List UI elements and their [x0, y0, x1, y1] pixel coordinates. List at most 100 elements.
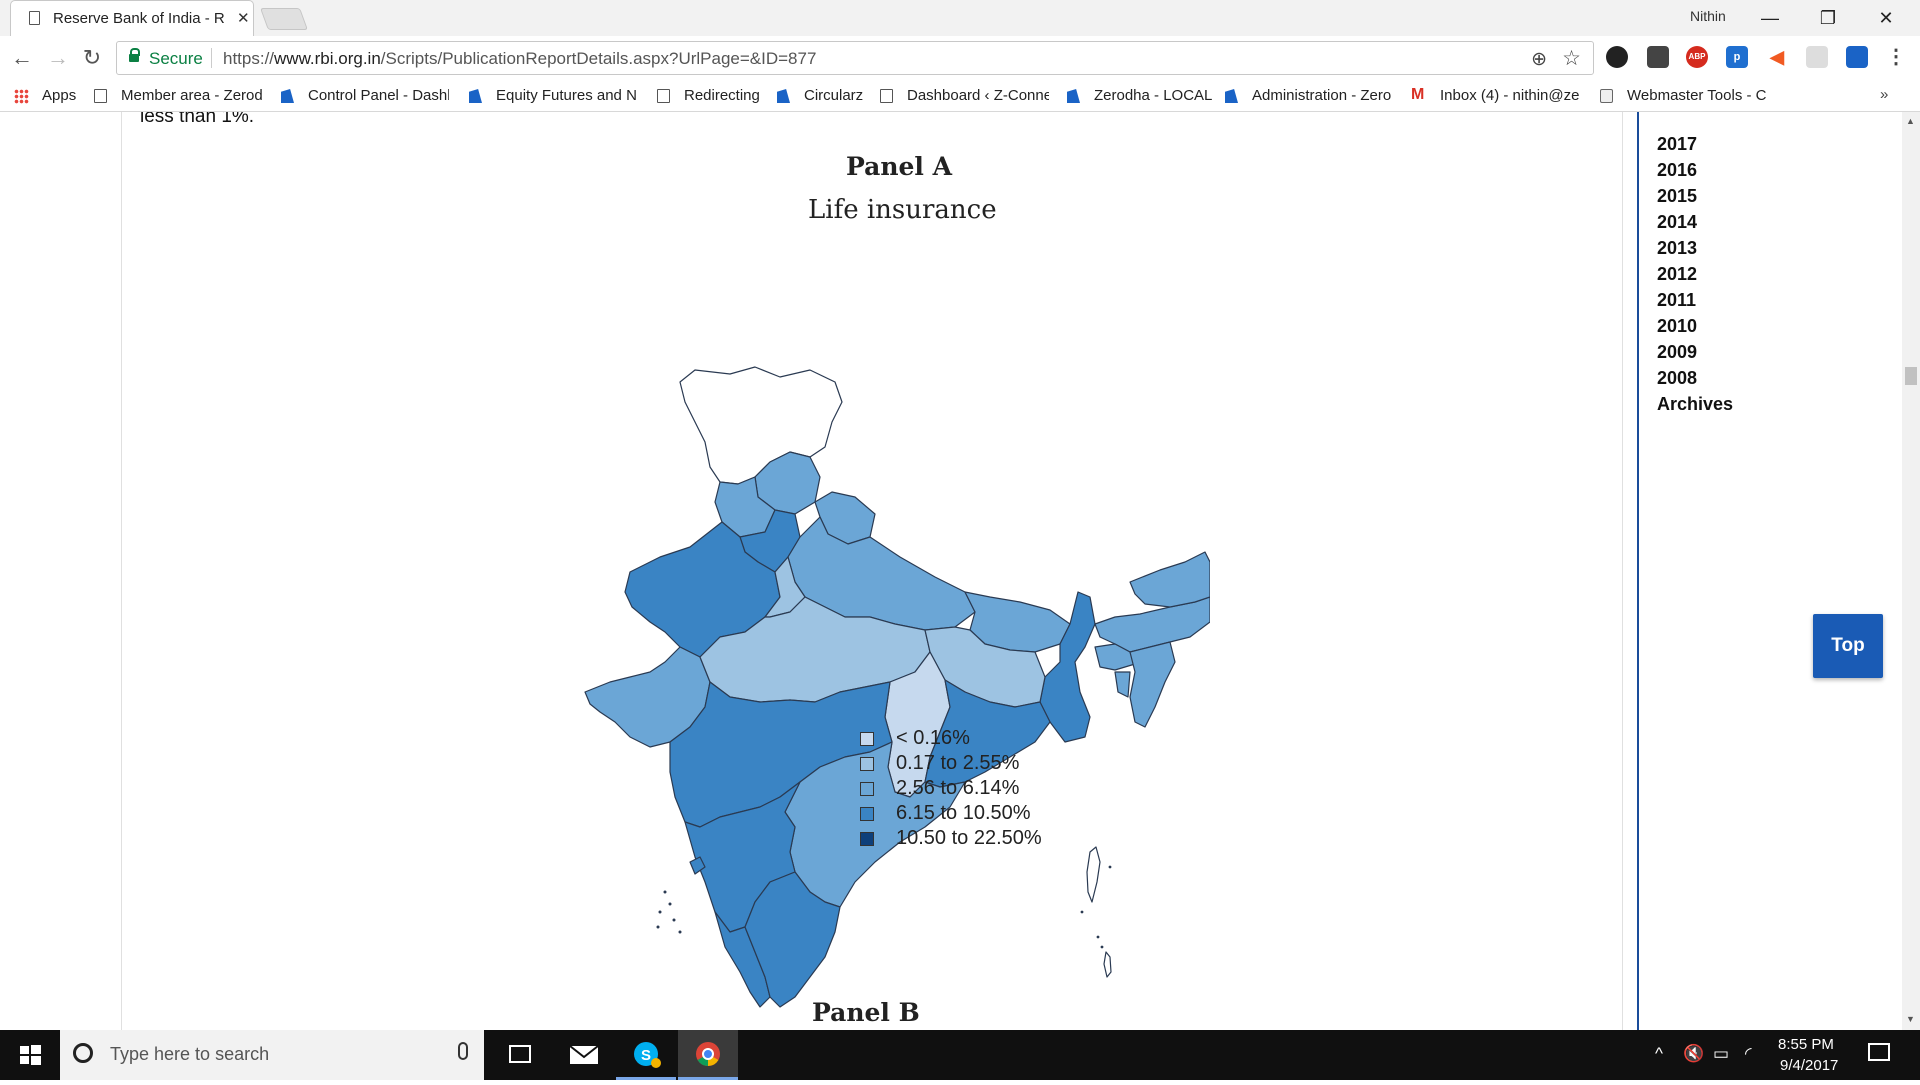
page-icon [94, 89, 107, 103]
year-link-2014[interactable]: 2014 [1657, 212, 1698, 232]
grid-extension-icon[interactable] [1806, 46, 1828, 68]
year-link-2015[interactable]: 2015 [1657, 186, 1698, 206]
tab-title: Reserve Bank of India - R [53, 10, 225, 27]
blue-icon [1067, 89, 1080, 103]
year-link-2009[interactable]: 2009 [1657, 342, 1698, 362]
clock-time[interactable]: 8:55 PM [1778, 1036, 1834, 1053]
bookmark-dashboard[interactable]: Dashboard ‹ Z-Conne [907, 87, 1049, 104]
archives-link[interactable]: Archives [1657, 394, 1734, 414]
cortana-icon [73, 1043, 93, 1063]
region-arunachal [1129, 551, 1210, 608]
india-map [584, 366, 1210, 1008]
address-bar[interactable]: Secure https://www.rbi.org.in/Scripts/Pu… [116, 41, 1594, 75]
tab-close-icon[interactable]: ✕ [237, 10, 250, 27]
close-window-icon[interactable]: ✕ [1878, 8, 1894, 28]
new-tab-button[interactable] [259, 8, 309, 30]
wifi-icon[interactable]: ◜ [1745, 1044, 1752, 1063]
battery-icon[interactable]: ▭ [1713, 1044, 1730, 1063]
reload-icon[interactable]: ↻ [82, 45, 102, 70]
region-tripura [1114, 671, 1131, 698]
microphone-icon[interactable] [458, 1042, 468, 1060]
start-button[interactable] [0, 1030, 60, 1080]
windows-logo-icon [20, 1045, 41, 1065]
bookmark-zerodha-local[interactable]: Zerodha - LOCAL [1094, 87, 1213, 104]
year-link-2016[interactable]: 2016 [1657, 160, 1698, 180]
year-link-2011[interactable]: 2011 [1657, 290, 1697, 310]
more-bookmarks-icon[interactable]: » [1880, 86, 1889, 103]
year-link-2008[interactable]: 2008 [1657, 368, 1698, 388]
bookmark-redirecting[interactable]: Redirecting [684, 87, 760, 104]
p-extension-icon[interactable]: p [1726, 46, 1748, 68]
sidebar-archive: 2017 2016 2015 2014 2013 2012 2011 2010 … [1637, 112, 1909, 1030]
body-text: less than 1%. [140, 112, 255, 127]
legend-label: < 0.16% [896, 727, 970, 749]
page-content: less than 1%. Panel A Life insurance [0, 112, 1920, 1030]
shield-icon[interactable] [1647, 46, 1669, 68]
legend-label: 10.50 to 22.50% [896, 827, 1042, 849]
webmaster-icon [1600, 89, 1613, 103]
panel-a-subtitle: Life insurance [808, 195, 997, 225]
region-lakshadweep [656, 890, 682, 934]
blue-icon [1225, 89, 1238, 103]
tray-chevron-icon[interactable]: ^ [1655, 1044, 1663, 1063]
bookmark-member-area[interactable]: Member area - Zerod [121, 87, 263, 104]
chrome-app-button[interactable] [678, 1030, 738, 1080]
bookmark-equity-futures[interactable]: Equity Futures and N [496, 87, 637, 104]
page-scrollbar[interactable]: ▲ ▼ [1902, 112, 1920, 1030]
blue-icon [469, 89, 482, 103]
chrome-menu-icon[interactable]: ⋮ [1886, 46, 1906, 68]
search-placeholder: Type here to search [110, 1044, 270, 1064]
legend-swatch [860, 757, 874, 771]
legend-label: 0.17 to 2.55% [896, 752, 1020, 774]
scrollbar-thumb[interactable] [1905, 367, 1917, 385]
region-manipur-mizoram [1129, 641, 1176, 728]
adblock-icon[interactable]: ABP [1686, 46, 1708, 68]
skype-icon: S [634, 1042, 661, 1068]
zerodha-kite-icon[interactable]: ◀ [1766, 46, 1788, 68]
page-icon [29, 11, 40, 25]
region-odisha [924, 679, 1051, 788]
year-link-2010[interactable]: 2010 [1657, 316, 1698, 336]
url-text[interactable]: https://www.rbi.org.in/Scripts/Publicati… [223, 49, 816, 69]
back-icon[interactable]: ← [11, 45, 33, 70]
task-view-button[interactable] [490, 1030, 550, 1080]
scroll-down-icon[interactable]: ▼ [1906, 1014, 1915, 1024]
extension-icon[interactable] [1606, 46, 1628, 68]
minimize-icon[interactable]: — [1761, 8, 1779, 28]
browser-tab-strip: Reserve Bank of India - R ✕ Nithin — ❐ ✕ [0, 0, 1920, 36]
clock-date[interactable]: 9/4/2017 [1780, 1057, 1839, 1074]
legend-swatch [860, 732, 874, 746]
bookmark-star-icon[interactable]: ☆ [1562, 47, 1581, 70]
taskbar-search[interactable]: Type here to search [60, 1030, 484, 1080]
notifications-icon[interactable] [1868, 1043, 1890, 1061]
year-link-2013[interactable]: 2013 [1657, 238, 1698, 258]
back-to-top-button[interactable]: Top [1813, 614, 1883, 678]
bookmark-administration[interactable]: Administration - Zero [1252, 87, 1392, 104]
windows-taskbar: Type here to search S ^ 🔇 ▭ ◜ 8:55 PM 9/… [0, 1030, 1920, 1080]
bookmark-inbox[interactable]: Inbox (4) - nithin@ze [1440, 87, 1580, 104]
page-icon [880, 89, 893, 103]
region-bihar [964, 591, 1071, 653]
bookmark-apps[interactable]: Apps [42, 87, 77, 104]
svg-text:S: S [641, 1047, 651, 1064]
blue-extension-icon[interactable] [1846, 46, 1868, 68]
mail-app-button[interactable] [554, 1030, 614, 1080]
profile-name[interactable]: Nithin [1690, 8, 1726, 24]
skype-app-button[interactable]: S [616, 1030, 676, 1080]
scroll-up-icon[interactable]: ▲ [1906, 116, 1915, 126]
legend-swatch [860, 807, 874, 821]
restore-icon[interactable]: ❐ [1819, 8, 1837, 28]
zoom-icon[interactable]: ⊕ [1531, 49, 1547, 70]
apps-icon [14, 89, 29, 104]
bookmark-control-panel[interactable]: Control Panel - Dashb [308, 87, 449, 104]
year-link-2012[interactable]: 2012 [1657, 264, 1698, 284]
forward-icon[interactable]: → [47, 45, 69, 70]
divider [211, 48, 212, 68]
browser-tab[interactable]: Reserve Bank of India - R ✕ [10, 0, 254, 36]
volume-muted-icon[interactable]: 🔇 [1683, 1044, 1705, 1063]
bookmark-webmaster-tools[interactable]: Webmaster Tools - C [1627, 87, 1767, 104]
legend-label: 6.15 to 10.50% [896, 802, 1031, 824]
bookmark-circularz[interactable]: Circularz [804, 87, 864, 104]
year-link-2017[interactable]: 2017 [1657, 134, 1698, 154]
blue-icon [281, 89, 294, 103]
